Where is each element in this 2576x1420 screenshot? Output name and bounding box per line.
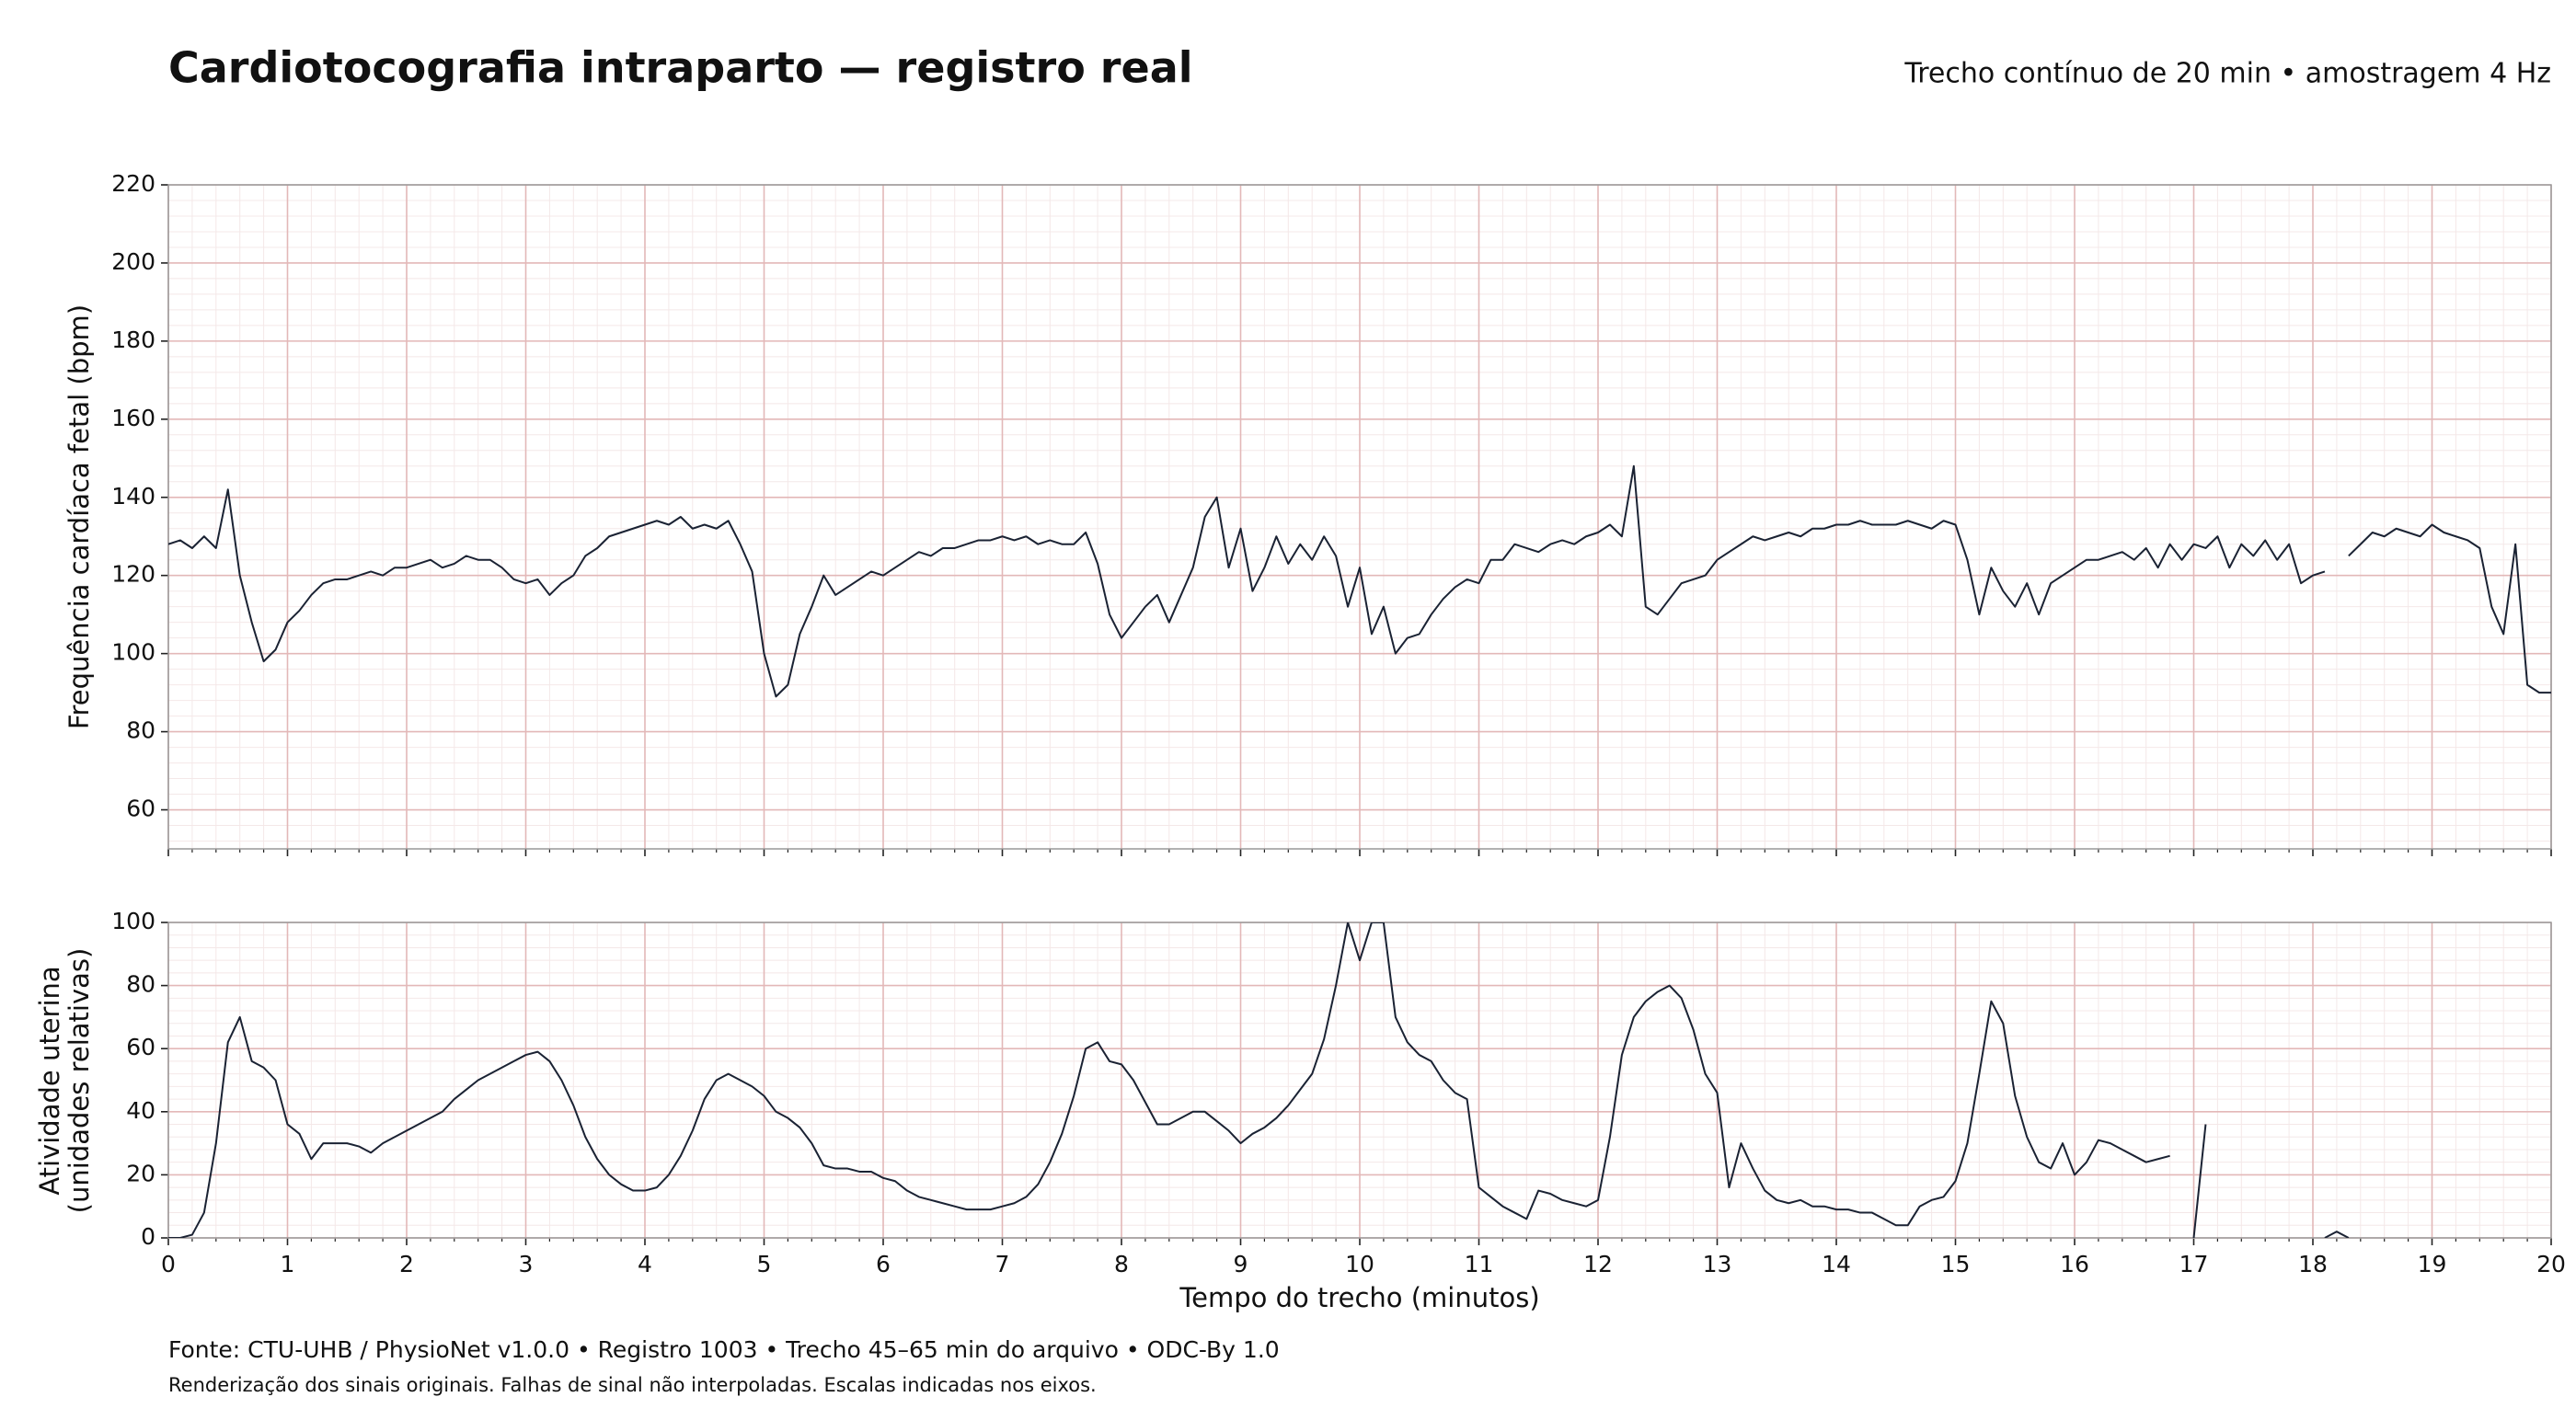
x-tick-label: 7 <box>995 1251 1010 1277</box>
x-tick-label: 12 <box>1583 1251 1613 1277</box>
y-axis-label: Atividade uterina <box>34 966 65 1195</box>
source-note: Fonte: CTU-UHB / PhysioNet v1.0.0 • Regi… <box>168 1336 1280 1363</box>
plot-frame <box>167 922 2552 1239</box>
y-tick-label: 120 <box>111 561 155 588</box>
x-tick-label: 2 <box>399 1251 414 1277</box>
y-tick-label: 80 <box>126 717 155 744</box>
x-tick-label: 1 <box>281 1251 295 1277</box>
y-tick-label: 80 <box>126 971 155 998</box>
plot-area: 60 80 100 120 140 160 180 200 220 <box>111 170 2552 856</box>
y-tick-label: 220 <box>111 170 155 197</box>
y-tick-label: 160 <box>111 405 155 431</box>
y-tick-label: 40 <box>126 1097 155 1124</box>
signal-line <box>168 464 2551 698</box>
x-tick-label: 19 <box>2418 1251 2447 1277</box>
x-tick-label: 8 <box>1114 1251 1129 1277</box>
x-tick-label: 3 <box>519 1251 534 1277</box>
x-tick-label: 18 <box>2298 1251 2328 1277</box>
y-tick-label: 20 <box>126 1160 155 1186</box>
signal-line <box>168 922 2350 1238</box>
x-tick-label: 5 <box>757 1251 772 1277</box>
x-tick-label: 11 <box>1465 1251 1494 1277</box>
y-tick-label: 100 <box>111 639 155 666</box>
plot-frame <box>167 184 2552 850</box>
y-tick-label: 0 <box>141 1223 155 1250</box>
x-tick-label: 0 <box>161 1251 176 1277</box>
plot-area: 0 1 2 3 4 5 6 7 8 9 10 11 12 13 14 15 16 17 18 19 2002040608… <box>111 908 2566 1277</box>
chart-subtitle: Trecho contínuo de 20 min • amostragem 4… <box>1903 58 2551 90</box>
x-tick-label: 17 <box>2179 1251 2209 1277</box>
x-tick-label: 16 <box>2060 1251 2089 1277</box>
x-axis-label: Tempo do trecho (minutos) <box>1179 1282 1539 1313</box>
y-axis-label: Frequência cardíaca fetal (bpm) <box>63 304 95 729</box>
x-tick-label: 6 <box>876 1251 891 1277</box>
y-tick-label: 100 <box>111 908 155 934</box>
x-tick-label: 14 <box>1822 1251 1851 1277</box>
x-tick-label: 15 <box>1941 1251 1971 1277</box>
chart-title: Cardiotocografia intraparto — registro r… <box>168 43 1193 93</box>
y-tick-label: 140 <box>111 483 155 510</box>
y-axis-label: (unidades relativas) <box>63 948 95 1214</box>
y-tick-label: 180 <box>111 326 155 353</box>
x-tick-label: 4 <box>638 1251 652 1277</box>
footnote: Renderização dos sinais originais. Falha… <box>168 1374 1097 1396</box>
x-tick-label: 9 <box>1234 1251 1248 1277</box>
y-tick-label: 200 <box>111 248 155 275</box>
x-tick-label: 20 <box>2536 1251 2566 1277</box>
y-tick-label: 60 <box>126 796 155 822</box>
y-tick-label: 60 <box>126 1034 155 1060</box>
x-tick-label: 13 <box>1703 1251 1732 1277</box>
x-tick-label: 10 <box>1345 1251 1374 1277</box>
